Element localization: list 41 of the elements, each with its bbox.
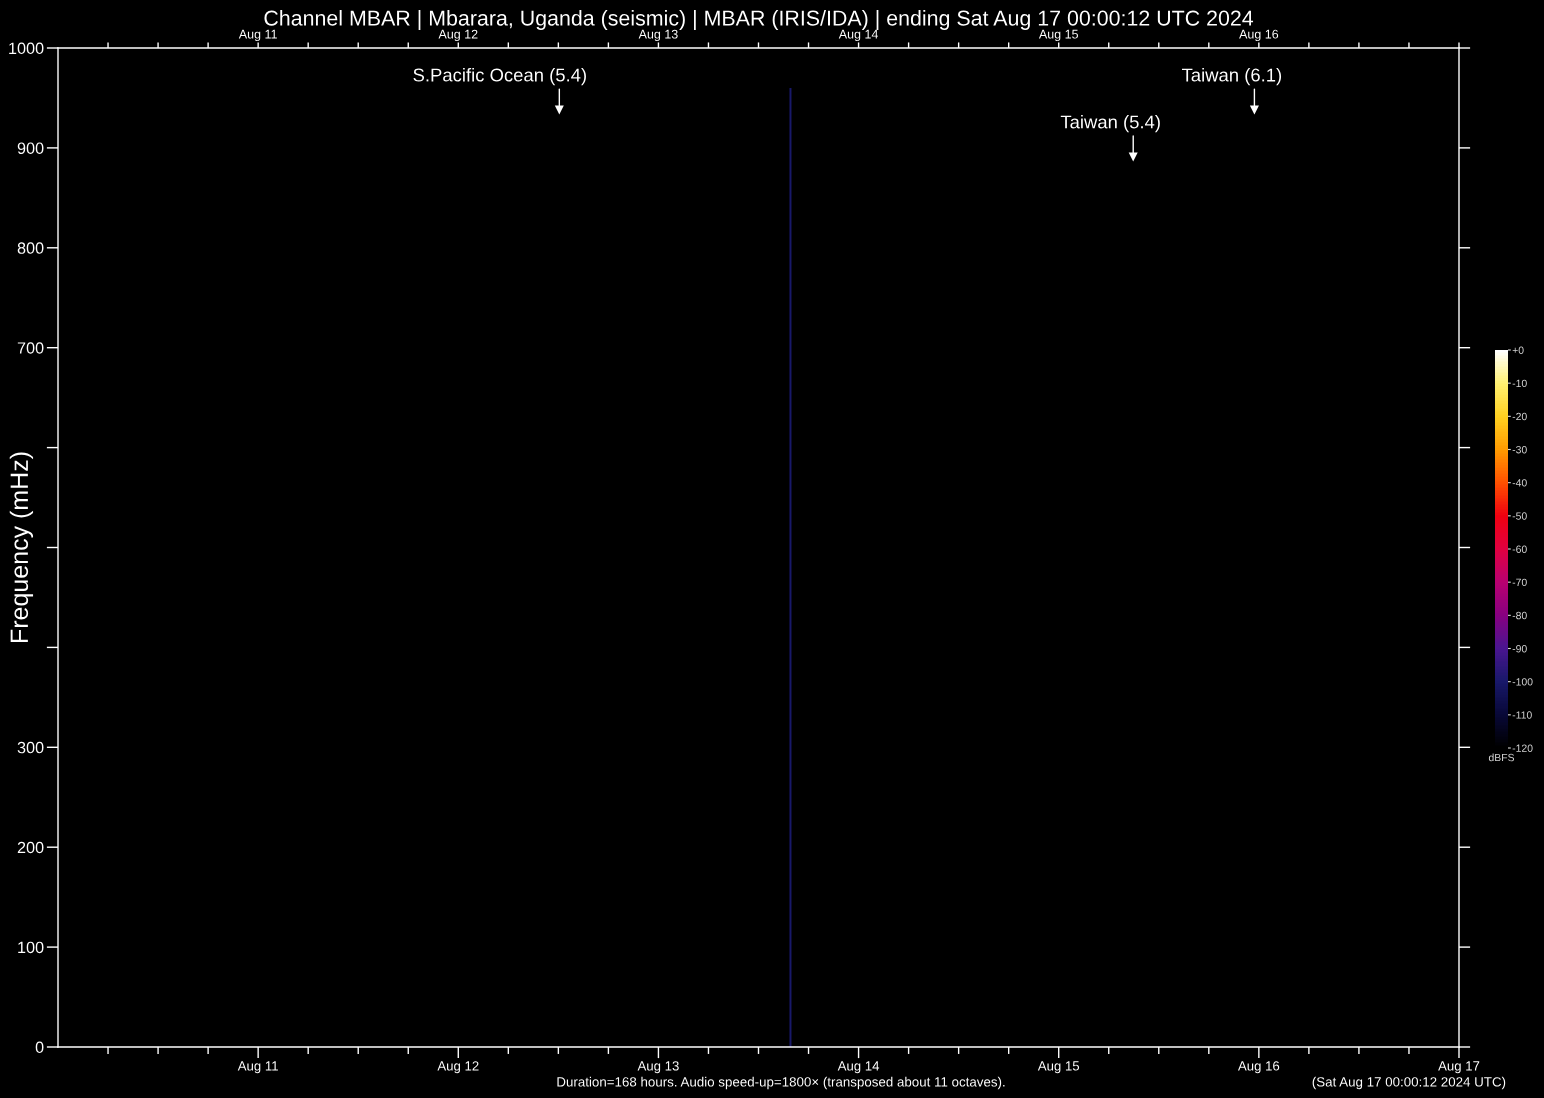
y-tick-label: 300 (17, 741, 44, 754)
x-tick-label: Aug 13 (637, 1061, 679, 1074)
x2-tick-label: Aug 11 (238, 29, 277, 42)
text: Duration=168 hours. Audio speed-up=1800× (transposed about 11 octaves). (557, 1076, 1005, 1090)
y-axis-title: Frequency (mHz) (9, 452, 34, 642)
color-bar-label: -110 (1512, 711, 1532, 719)
x-tick-label: Aug 16 (1237, 1061, 1280, 1074)
x2-tick-label: Aug 12 (438, 29, 478, 42)
color-bar-label: -70 (1512, 578, 1527, 587)
x-tick-label: Aug 14 (837, 1061, 880, 1074)
color-bar-label: -20 (1512, 412, 1527, 421)
color-bar-label: -80 (1512, 611, 1527, 620)
y-tick-label: 1000 (9, 42, 44, 55)
x2-tick-label: Aug 15 (1038, 29, 1078, 42)
x-tick-label: Aug 15 (1037, 1061, 1080, 1074)
color-bar-label: -40 (1512, 479, 1527, 487)
color-bar-label: -60 (1512, 545, 1527, 553)
x2-tick-label: Aug 14 (838, 29, 879, 42)
x2-tick-label: Aug 13 (638, 29, 678, 42)
x2-tick-label: Aug 16 (1239, 29, 1279, 42)
color-bar-label: -90 (1512, 645, 1527, 653)
x-tick-label: Aug 12 (437, 1061, 479, 1074)
color-bar-label: -100 (1512, 678, 1533, 686)
color-bar-title: dBFS (1488, 753, 1515, 762)
y-tick-label: 0 (35, 1041, 44, 1054)
color-bar-label: -50 (1512, 512, 1527, 520)
x-tick-label: Aug 11 (237, 1061, 278, 1074)
color-bar-label: -120 (1512, 744, 1533, 752)
y-tick-label: 200 (17, 841, 44, 854)
annotation: Taiwan (5.4) (1060, 114, 1160, 133)
y-tick-label: 900 (17, 142, 44, 154)
x-tick-label: Aug 17 (1438, 1061, 1480, 1074)
y-tick-label: 800 (17, 242, 44, 254)
annotation: S.Pacific Ocean (5.4) (413, 67, 586, 86)
color-bar-label: -30 (1512, 446, 1527, 454)
y-tick-label: 100 (18, 941, 44, 954)
color-bar-label: +0 (1512, 346, 1524, 354)
annotation: Taiwan (6.1) (1182, 67, 1282, 86)
text: (Sat Aug 17 00:00:12 2024 UTC) (1312, 1076, 1506, 1090)
color-bar-label: -10 (1512, 379, 1527, 388)
y-tick-label: 700 (17, 342, 44, 354)
